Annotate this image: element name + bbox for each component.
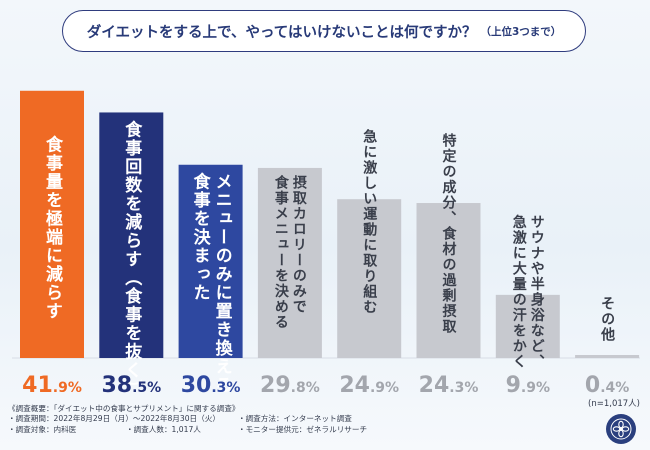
value-int-5: 24 (339, 373, 370, 398)
value-int-2: 38 (101, 373, 132, 398)
footer-heading: 《調査概要：「ダイエット中の食事とサプリメント」に関する調査》 (8, 404, 240, 413)
value-int-8: 0 (585, 373, 600, 398)
value-label-5: 24.9% (339, 373, 399, 398)
bar-2 (99, 112, 164, 358)
value-dec-3: .3% (211, 380, 240, 396)
bar-label-1-col-1: 食事量を極端に減らす (42, 135, 63, 321)
value-int-3: 30 (181, 373, 212, 398)
value-dec-2: .5% (132, 380, 161, 396)
bar-7 (495, 294, 560, 358)
bar-label-7-col-2: 急激に大量の汗をかく (511, 214, 527, 370)
value-dec-8: .4% (600, 380, 629, 396)
footer-count: ・調査人数：1,017人 (126, 424, 201, 434)
value-int-4: 29 (260, 373, 291, 398)
bar-1 (20, 90, 84, 358)
footer-target: ・調査対象：内科医 (8, 424, 77, 434)
value-dec-5: .9% (370, 380, 399, 396)
chart-title: ダイエットをする上で、やってはいけないことは何ですか？ （上位3つまで） (62, 10, 586, 52)
chart-title-sub: （上位3つまで） (480, 25, 562, 38)
value-label-2: 38.5% (101, 373, 161, 398)
value-int-1: 41 (22, 373, 53, 398)
value-label-8: 0.4% (585, 373, 629, 398)
value-label-3: 30.3% (181, 373, 241, 398)
chart-title-main: ダイエットをする上で、やってはいけないことは何ですか？ (86, 24, 477, 41)
bar-label-4-col-2: 食事メニューを決める (273, 174, 289, 330)
survey-footer: 《調査概要：「ダイエット中の食事とサプリメント」に関する調査》 ・調査期間：20… (8, 404, 367, 435)
bar-label-2-col-1: 食事回数を減らす（食事を抜く） (121, 119, 142, 398)
value-dec-7: .9% (521, 380, 550, 396)
value-dec-6: .3% (449, 380, 478, 396)
footer-period: ・調査期間：2022年8月29日（月）〜2022年8月30日（火） (8, 414, 220, 424)
footer-method: ・調査方法：インターネット調査 (238, 414, 352, 424)
bar-label-5-col-1: 急に激しい運動に取り組む (361, 129, 377, 316)
value-dec-1: .9% (53, 380, 82, 396)
bar-label-3-col-1: メニューのみに置き換える (212, 173, 233, 395)
bar-3 (178, 164, 243, 358)
brand-seal-icon (606, 414, 636, 444)
bar-6 (416, 203, 481, 358)
bar-label-3-col-2: 食事を決まった (190, 172, 211, 303)
bar-label-7-col-1: サウナや半身浴など、 (529, 215, 545, 370)
value-int-7: 9 (506, 373, 521, 398)
bar-label-8-col-1: その他 (599, 296, 616, 343)
value-label-1: 41.9% (22, 373, 82, 398)
bar-5 (337, 199, 402, 358)
footer-provider: ・モニター提供元：ゼネラルリサーチ (238, 424, 368, 434)
value-label-6: 24.3% (419, 373, 479, 398)
bar-4 (257, 167, 322, 358)
bar-label-4-col-1: 摂取カロリーのみで (291, 174, 307, 314)
bar-label-6-col-1: 特定の成分、食材の過剰摂取 (441, 132, 458, 334)
value-dec-4: .8% (291, 380, 320, 396)
bar-8 (575, 355, 640, 358)
value-int-6: 24 (419, 373, 450, 398)
value-label-7: 9.9% (506, 373, 550, 398)
value-label-4: 29.8% (260, 373, 320, 398)
sample-size-note: (n=1,017人) (588, 399, 640, 409)
